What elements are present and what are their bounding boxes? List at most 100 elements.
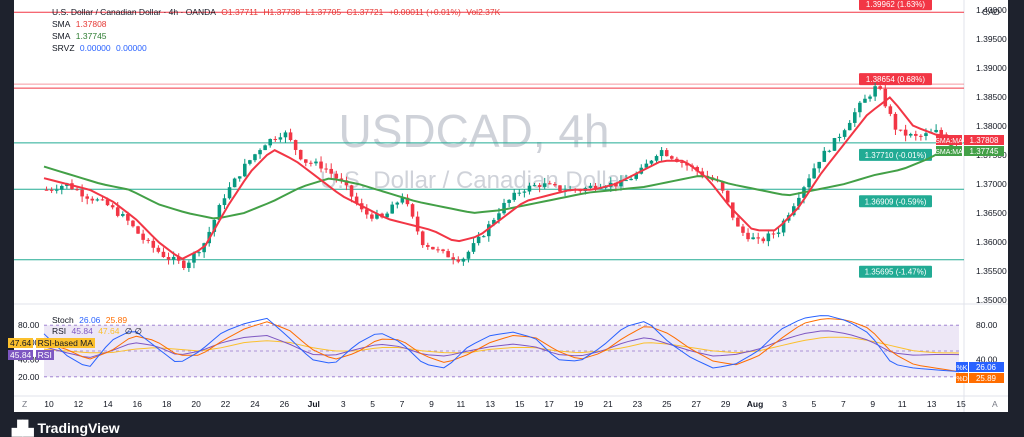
time-tick-label: 10 [44, 399, 54, 409]
sma1-legend[interactable]: SMA 1.37808 [52, 19, 110, 29]
level-label-box [859, 265, 932, 278]
srvz-legend[interactable]: SRVZ 0.00000 0.00000 [52, 43, 150, 53]
sma2-label: SMA [52, 31, 71, 41]
candle-body [298, 149, 303, 160]
candle-body [756, 237, 760, 239]
candle-body [558, 185, 562, 192]
candle-body [85, 196, 89, 199]
candle-body [44, 189, 49, 191]
candle-body [375, 213, 379, 219]
candle-body [771, 233, 776, 235]
osc-tag-name: %D [956, 376, 967, 383]
ohlc-low: L1.37705 [305, 7, 342, 17]
osc-left-tick-label: 20.00 [18, 372, 40, 382]
auto-scale-button: A [992, 399, 998, 409]
candle-body [934, 129, 938, 133]
price-tick-label: 1.39000 [976, 63, 1007, 73]
candle-body [837, 136, 842, 139]
candle-body [720, 181, 725, 191]
candle-body [548, 183, 552, 185]
time-tick-label: 21 [603, 399, 613, 409]
candle-body [400, 197, 405, 203]
candle-body [385, 213, 389, 218]
level-label-text: 1.39962 (1.63%) [866, 0, 925, 9]
candle-body [436, 249, 440, 251]
candle-body [919, 135, 923, 137]
candle-body [304, 159, 308, 163]
tv-logo-text: TradingView [37, 420, 120, 436]
sma2-legend[interactable]: SMA 1.37745 [52, 31, 110, 41]
ohlc-open: O1.37711 [221, 7, 259, 17]
candle-body [431, 246, 435, 250]
sma-tag-name: SMA:MA [935, 138, 963, 145]
timezone-label: Z [22, 399, 27, 409]
osc-tag-value-box [969, 373, 1004, 383]
candle-body [263, 145, 267, 151]
time-tick-label: 7 [400, 399, 405, 409]
candle-body [893, 113, 898, 130]
candle-body [873, 86, 877, 97]
candle-body [553, 184, 557, 186]
price-tick-label: 1.36500 [976, 208, 1007, 218]
stoch-legend[interactable]: Stoch 26.06 25.89 [52, 315, 130, 325]
candle-body [49, 189, 54, 191]
candle-body [842, 130, 847, 137]
candle-body [644, 163, 649, 168]
candle-body [680, 161, 684, 163]
level-label-text: 1.37710 (-0.01%) [865, 151, 927, 160]
price-tick-label: 1.38500 [976, 92, 1007, 102]
candle-body [512, 192, 516, 200]
candle-body [492, 219, 496, 225]
candle-body [268, 138, 272, 146]
candle-body [253, 154, 257, 161]
osc-right-tick-label: 80.00 [976, 320, 998, 330]
candle-body [390, 204, 394, 214]
rsi-ma-tag: 47.64 RSI-based MA [8, 338, 95, 348]
time-tick-label: 11 [898, 399, 907, 409]
rsi-legend[interactable]: RSI 45.84 47.64 ∅ ∅ [52, 326, 145, 337]
level-label-box [859, 195, 932, 208]
candle-body [888, 106, 893, 114]
candle-body [410, 204, 415, 217]
osc-tag-value-box [969, 362, 1004, 372]
candle-body [781, 220, 786, 233]
candle-body [736, 217, 740, 227]
candle-body [278, 137, 283, 140]
candle-body [324, 168, 328, 170]
time-tick-label: 7 [841, 399, 846, 409]
time-tick-label: 17 [544, 399, 554, 409]
candle-body [751, 237, 755, 240]
time-tick-label: 18 [162, 399, 172, 409]
candle-body [105, 199, 110, 206]
candle-body [115, 207, 120, 216]
symbol-description[interactable]: U.S. Dollar / Canadian Dollar · 4h · OAN… [52, 7, 216, 17]
candle-body [314, 161, 318, 164]
chart-svg[interactable]: USDCAD, 4hU.S. Dollar / Canadian Dollar1… [14, 0, 1008, 412]
time-tick-label: 29 [721, 399, 731, 409]
candle-body [283, 132, 288, 138]
candle-body [725, 190, 730, 203]
tradingview-logo[interactable]: ▟▙ TradingView [12, 420, 120, 437]
level-label-text: 1.38654 (0.68%) [866, 75, 925, 84]
candle-body [126, 214, 130, 221]
srvz-value-1: 0.00000 [79, 43, 111, 53]
candle-body [426, 245, 430, 247]
osc-left-tick-label: 80.00 [18, 320, 40, 330]
candle-body [354, 196, 359, 204]
candle-body [654, 156, 659, 161]
price-tick-label: 1.37000 [976, 179, 1007, 189]
currency-label[interactable]: CAD [982, 7, 1000, 17]
sma2-value: 1.37745 [75, 31, 107, 41]
candle-body [405, 197, 410, 205]
level-label-box [859, 0, 932, 11]
level-label-text: 1.36909 (-0.59%) [865, 197, 927, 206]
time-tick-label: 27 [691, 399, 701, 409]
candle-body [273, 138, 278, 140]
candle-body [878, 86, 882, 89]
candle-body [487, 224, 491, 237]
sma-tag-value-box [964, 135, 1004, 145]
sma-tag-name-box [936, 135, 962, 145]
rsi-tag: 45.84 RSI [8, 350, 54, 360]
sma1-label: SMA [52, 19, 71, 29]
level-label-text: 1.35695 (-1.47%) [865, 268, 927, 277]
